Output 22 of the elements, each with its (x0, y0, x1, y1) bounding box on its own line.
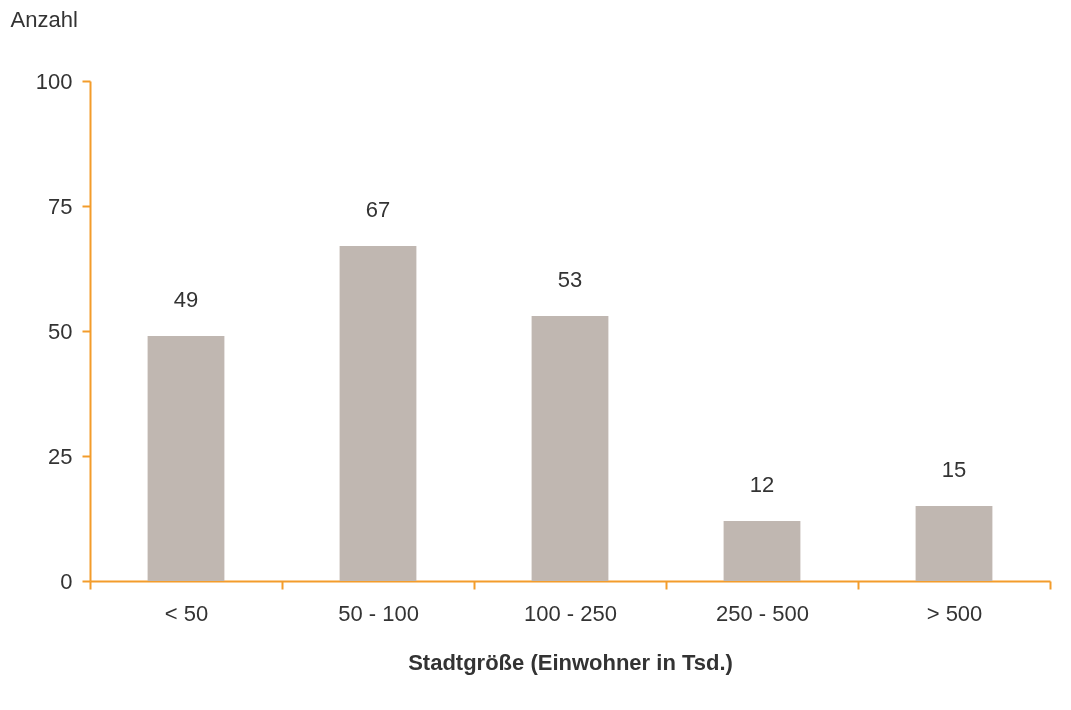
data-label: 15 (941, 457, 967, 482)
x-tick-label: > 500 (926, 600, 983, 626)
x-tick-label: 250 - 500 (716, 600, 809, 626)
x-tick-label: 50 - 100 (338, 600, 419, 626)
data-label: 53 (557, 267, 583, 292)
bar (339, 246, 417, 581)
y-tick-label: 100 (35, 68, 73, 94)
data-label: 12 (749, 472, 775, 497)
x-tick-label: < 50 (164, 600, 209, 626)
data-label: 49 (173, 287, 199, 312)
bar (915, 506, 993, 581)
x-tick-label: 100 - 250 (524, 600, 617, 626)
y-tick-label: 0 (60, 568, 73, 594)
y-tick-label: 75 (48, 193, 73, 219)
bar (147, 336, 225, 581)
y-tick-label: 25 (48, 443, 73, 469)
data-label: 67 (365, 197, 391, 222)
y-tick-label: 50 (48, 318, 73, 344)
bar (531, 316, 609, 581)
y-axis-title: Anzahl (10, 6, 78, 32)
bar (723, 521, 801, 581)
x-axis-title: Stadtgröße (Einwohner in Tsd.) (408, 649, 733, 675)
